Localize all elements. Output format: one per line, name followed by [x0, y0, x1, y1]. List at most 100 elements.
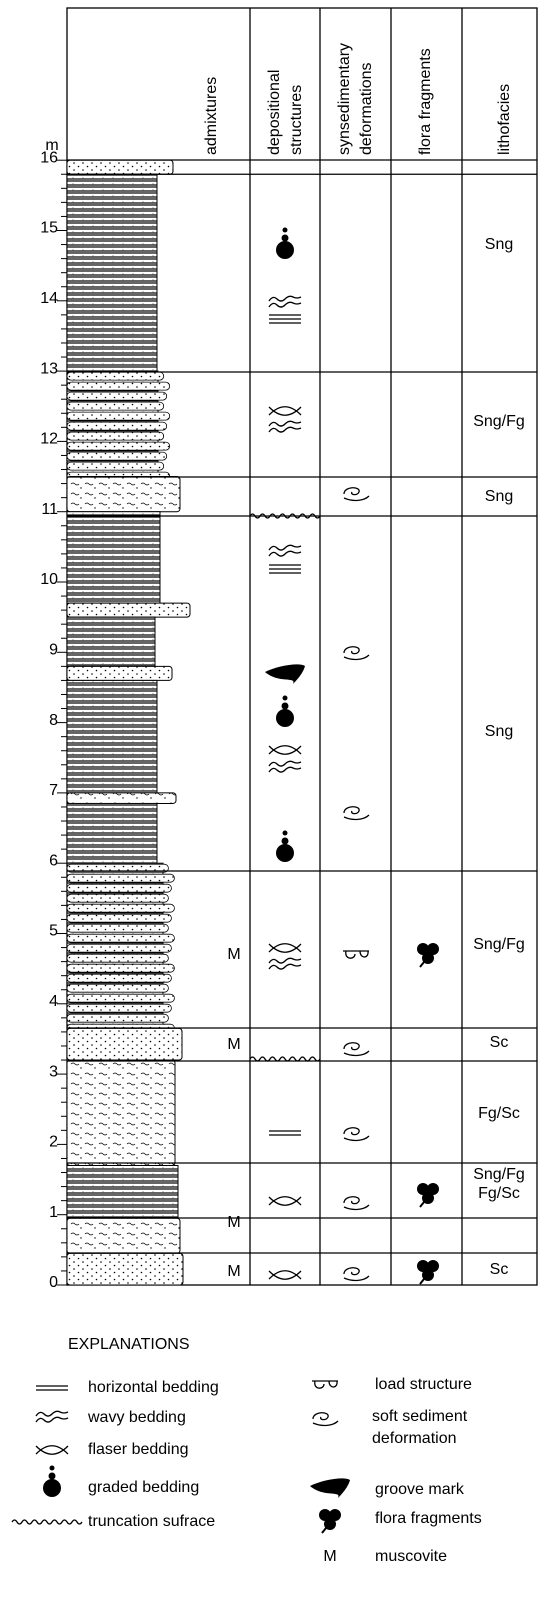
- axis-label: 6: [49, 852, 58, 869]
- flaser-bedding: [269, 407, 301, 416]
- admixture-label: M: [227, 946, 240, 963]
- wavy-bedding: [36, 1411, 68, 1422]
- flaser-bedding: [269, 1197, 301, 1206]
- admixture-label: M: [227, 1263, 240, 1280]
- graded-bedding: [50, 1466, 55, 1471]
- legend-label: graded bedding: [88, 1479, 199, 1496]
- groove-mark: [265, 664, 305, 684]
- legend-label: wavy bedding: [87, 1409, 186, 1426]
- axis-label: 2: [49, 1134, 58, 1151]
- wavy-bedding: [269, 296, 301, 307]
- axis-label: 1: [49, 1204, 58, 1221]
- log-bed: [67, 1253, 183, 1285]
- column-header: lithofacies: [496, 84, 513, 155]
- soft-sediment-deformation: [344, 647, 369, 660]
- flaser-bedding: [269, 746, 301, 755]
- legend-label: truncation sufrace: [88, 1513, 215, 1530]
- axis-label: 9: [49, 642, 58, 659]
- sand-lens: [67, 402, 164, 410]
- graded-bedding: [283, 831, 288, 836]
- sand-lens: [67, 412, 170, 420]
- graded-bedding: [49, 1473, 56, 1480]
- sand-lens: [67, 382, 170, 390]
- log-bed: [67, 666, 172, 680]
- lithofacies-label: Sc: [490, 1261, 509, 1278]
- sand-lens: [67, 462, 164, 470]
- sand-lens: [67, 874, 174, 882]
- axis-label: 7: [49, 782, 58, 799]
- log-bed: [67, 1218, 180, 1253]
- log-bed: [67, 174, 157, 371]
- axis-label: 4: [49, 993, 58, 1010]
- axis-label: 13: [40, 360, 58, 377]
- graded-bedding: [283, 228, 288, 233]
- stratigraphic-log: admixturesdepositionalstructuressynsedim…: [0, 0, 555, 1615]
- column-header: synsedimentary: [336, 43, 353, 155]
- lithofacies-label: Fg/Sc: [478, 1185, 520, 1202]
- legend-label: deformation: [372, 1430, 457, 1447]
- log-bed: [67, 603, 190, 617]
- soft-sediment-deformation: [344, 1197, 369, 1210]
- soft-sediment-deformation: [344, 1043, 369, 1056]
- sand-lens: [67, 392, 167, 400]
- sand-lens: [67, 372, 164, 380]
- sand-lens: [67, 944, 171, 952]
- graded-bedding: [282, 703, 289, 710]
- legend-label: muscovite: [375, 1548, 447, 1565]
- axis-label: 5: [49, 923, 58, 940]
- groove-mark: [310, 1478, 350, 1498]
- axis-label: 16: [40, 149, 58, 166]
- graded-bedding: [282, 235, 289, 242]
- sand-lens: [67, 422, 167, 430]
- wavy-bedding: [269, 958, 301, 969]
- legend-label: horizontal bedding: [88, 1379, 219, 1396]
- horizontal-bedding: [269, 1131, 301, 1135]
- truncation-surface: [250, 514, 320, 518]
- legend-label: soft sediment: [372, 1408, 468, 1425]
- sand-lens: [67, 954, 168, 962]
- lithofacies-label: Sng: [485, 723, 513, 740]
- graded-bedding: [276, 709, 294, 727]
- log-bed: [67, 1165, 178, 1218]
- lithofacies-label: Sc: [490, 1034, 509, 1051]
- sand-lens: [67, 974, 171, 982]
- legend-title: EXPLANATIONS: [68, 1336, 190, 1353]
- graded-bedding: [283, 696, 288, 701]
- axis-label: 15: [40, 220, 58, 237]
- axis-label: 3: [49, 1063, 58, 1080]
- horizontal-bedding: [269, 565, 301, 573]
- graded-bedding: [282, 838, 289, 845]
- sand-lens: [67, 884, 171, 892]
- graded-bedding: [276, 844, 294, 862]
- horizontal-bedding: [269, 315, 301, 323]
- truncation-surface: [12, 1520, 82, 1524]
- load-structure: [343, 951, 369, 958]
- graded-bedding: [276, 241, 294, 259]
- log-bed: [67, 803, 157, 863]
- sand-lens: [67, 934, 174, 942]
- sand-lens: [67, 452, 167, 460]
- lithofacies-label: Sng/Fg: [473, 1166, 525, 1183]
- log-bed: [67, 477, 180, 512]
- log-bed: [67, 512, 160, 603]
- wavy-bedding: [269, 545, 301, 556]
- legend-label: groove mark: [375, 1481, 465, 1498]
- axis-label: 10: [40, 571, 58, 588]
- sand-lens: [67, 914, 171, 922]
- soft-sediment-deformation: [344, 488, 369, 501]
- lithofacies-label: Sng/Fg: [473, 936, 525, 953]
- sand-lens: [67, 894, 168, 902]
- sand-lens: [67, 1014, 168, 1022]
- load-structure: [312, 1381, 338, 1388]
- axis-label: 14: [40, 290, 58, 307]
- legend-label: load structure: [375, 1376, 472, 1393]
- sand-lens: [67, 964, 174, 972]
- axis-label: 12: [40, 431, 58, 448]
- lithofacies-label: Sng: [485, 236, 513, 253]
- soft-sediment-deformation: [344, 1128, 369, 1141]
- lithofacies-label: Sng: [485, 488, 513, 505]
- log-bed: [67, 680, 157, 792]
- sand-lens: [67, 432, 164, 440]
- lithofacies-label: Sng/Fg: [473, 413, 525, 430]
- legend-symbol: M: [323, 1548, 336, 1565]
